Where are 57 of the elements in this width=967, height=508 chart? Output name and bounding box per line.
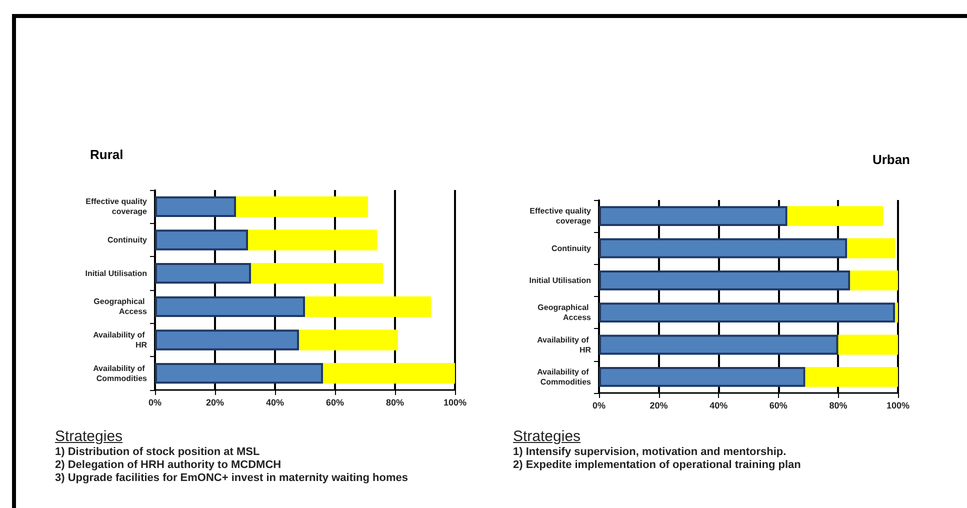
bar	[599, 334, 838, 355]
x-tick-label: 20%	[206, 398, 224, 408]
bar	[155, 196, 236, 217]
bar	[599, 270, 850, 290]
bar	[155, 230, 248, 250]
bar	[251, 263, 383, 284]
y-tick-label: Geographical Access	[94, 297, 148, 316]
x-tick-label: 0%	[592, 400, 606, 410]
bar	[599, 366, 806, 387]
bar	[323, 363, 455, 384]
bar	[299, 330, 398, 350]
x-tick-label: 100%	[886, 400, 910, 410]
y-tick-label: Continuity	[551, 244, 592, 253]
y-tick-label: Initial Utilisation	[529, 276, 592, 285]
x-tick-label: 80%	[829, 400, 848, 410]
x-tick-label: 60%	[769, 400, 788, 410]
y-tick-label: Effective quality coverage	[530, 206, 592, 226]
text: 3) Upgrade facilities for EmONC+ invest in maternity waiting homes	[55, 472, 409, 485]
x-tick-label: 0%	[148, 398, 162, 408]
x-tick-label: 40%	[710, 400, 728, 410]
bar	[805, 366, 898, 387]
x-tick-label: 100%	[443, 398, 467, 408]
text: Strategies	[55, 428, 124, 446]
y-tick-label: Availability of Commodities	[93, 364, 148, 383]
bar	[599, 206, 788, 226]
chart-title: Urban	[872, 152, 910, 167]
bar	[236, 196, 368, 217]
bar	[895, 302, 898, 323]
x-tick-label: 40%	[266, 398, 284, 408]
bar	[155, 363, 323, 384]
x-tick-label: 60%	[326, 398, 344, 408]
bar	[838, 334, 898, 355]
text: Strategies	[513, 428, 582, 446]
y-tick-label: Effective quality coverage	[86, 197, 148, 216]
x-tick-label: 80%	[386, 398, 404, 408]
bar	[847, 238, 896, 258]
bar	[305, 296, 431, 317]
y-tick-label: Geographical Access	[538, 303, 592, 322]
text: 2) Delegation of HRH authority to MCDMCH	[55, 459, 282, 472]
bar	[155, 330, 299, 350]
bar	[155, 263, 251, 284]
text: 1) Intensify supervision, motivation and mentorship.	[513, 446, 788, 459]
bar	[599, 302, 896, 323]
y-tick-label: Availability of HR	[537, 335, 592, 354]
bar	[155, 296, 305, 317]
y-tick-label: Initial Utilisation	[85, 268, 148, 278]
text: 1) Distribution of stock position at MSL	[55, 446, 261, 459]
bar	[248, 230, 377, 250]
y-tick-label: Availability of Commodities	[537, 367, 592, 386]
y-tick-label: Availability of HR	[93, 330, 148, 350]
chart-title: Rural	[90, 147, 124, 162]
bar	[599, 238, 848, 258]
bar	[850, 270, 898, 290]
y-tick-label: Continuity	[107, 236, 148, 244]
x-tick-label: 20%	[650, 400, 668, 410]
text: 2) Expedite implementation of operational training plan	[513, 459, 802, 472]
bar	[787, 206, 884, 226]
